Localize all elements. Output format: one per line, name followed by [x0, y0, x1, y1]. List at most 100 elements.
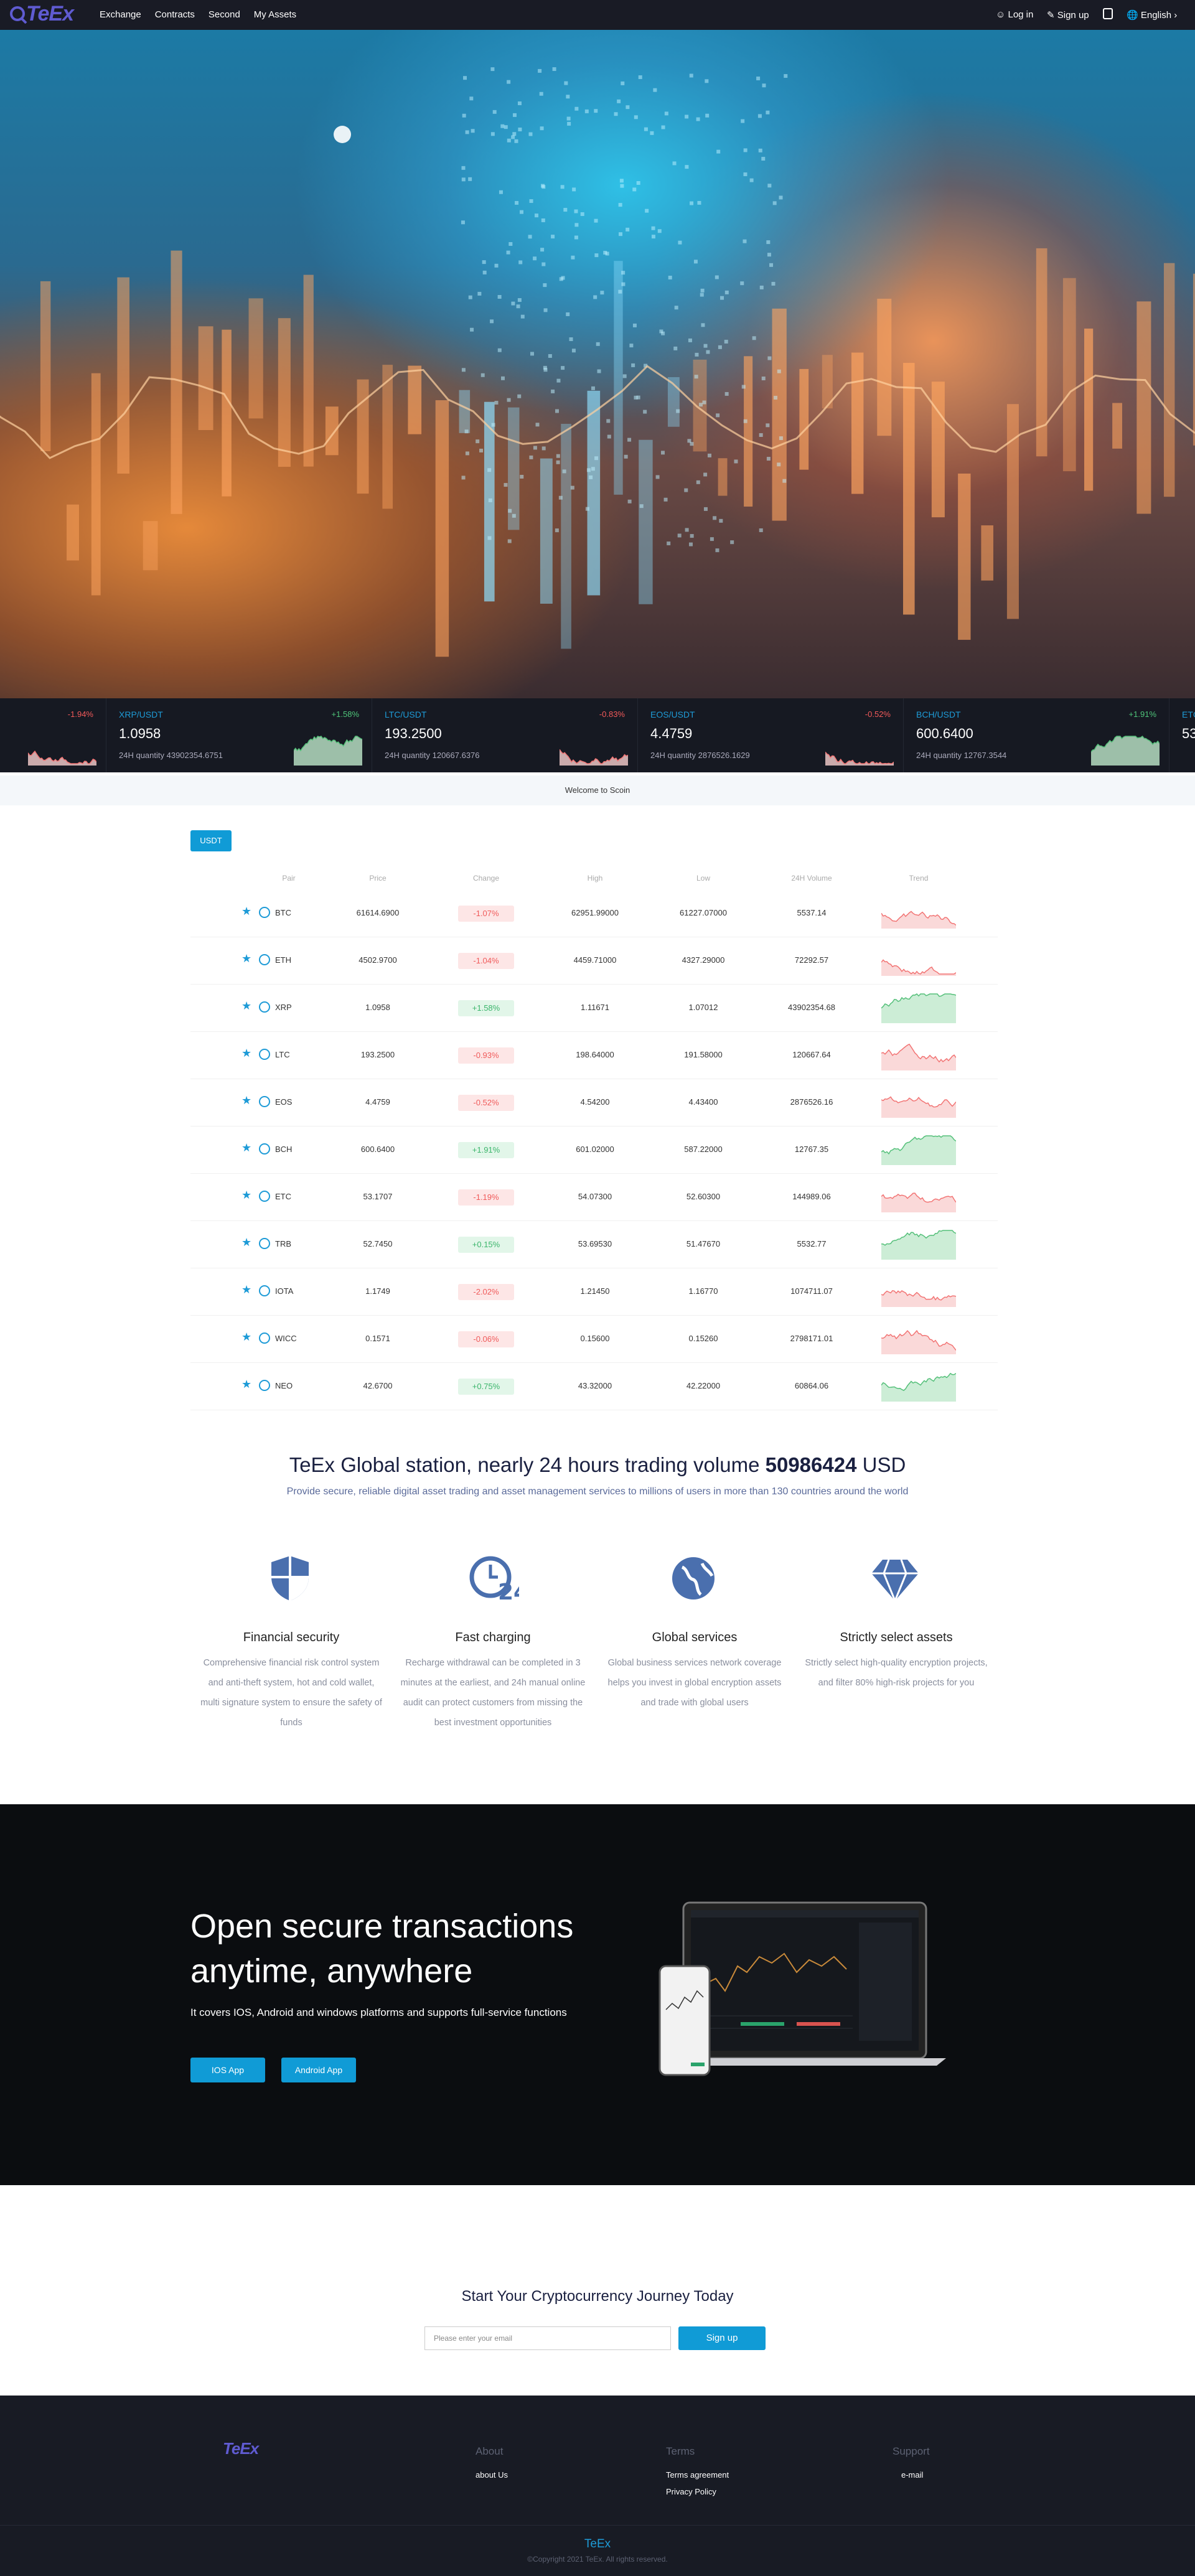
- table-row[interactable]: ★ XRP 1.0958 +1.58% 1.11671 1.07012 43902354.6…: [190, 985, 998, 1032]
- footer-link[interactable]: Terms agreement: [666, 2470, 729, 2480]
- login[interactable]: ☺ Log in: [996, 9, 1034, 20]
- hero-dot: [690, 201, 694, 205]
- hero-dot: [724, 339, 728, 344]
- ticker-item[interactable]: -1.94%: [0, 698, 106, 772]
- change-pill: -0.93%: [458, 1047, 514, 1064]
- favorite-star[interactable]: ★: [241, 1094, 252, 1107]
- signup-text[interactable]: Sign up: [1057, 10, 1089, 21]
- ticker-item[interactable]: LTC/USDT 193.2500 24H quantity 120667.6376…: [372, 698, 637, 772]
- hero-dot: [507, 539, 512, 543]
- favorite-star[interactable]: ★: [241, 1283, 252, 1296]
- ios-button[interactable]: IOS App: [190, 2058, 265, 2082]
- cell: 5537.14: [797, 908, 827, 917]
- hero-dot: [518, 260, 523, 265]
- cell: 2876526.16: [790, 1097, 833, 1107]
- hero-dot: [561, 366, 565, 370]
- logo-icon: [10, 6, 27, 24]
- footer-link[interactable]: e-mail: [901, 2470, 924, 2480]
- nav-link[interactable]: Second: [208, 9, 240, 20]
- table-row[interactable]: ★ ETC 53.1707 -1.19% 54.07300 52.60300 144989.…: [190, 1174, 998, 1221]
- hero-dot: [743, 172, 747, 177]
- sparkline: [881, 1290, 956, 1301]
- ticker-price: 193.2500: [385, 726, 442, 741]
- table-row[interactable]: ★ NEO 42.6700 +0.75% 43.32000 42.22000 60864.0…: [190, 1363, 998, 1410]
- table-row[interactable]: ★ TRB 52.7450 +0.15% 53.69530 51.47670 5532.77: [190, 1221, 998, 1268]
- hero-dot: [574, 223, 579, 227]
- email-input[interactable]: Please enter your email: [424, 2326, 671, 2350]
- ticker-item[interactable]: BCH/USDT 600.6400 24H quantity 12767.3544 +…: [903, 698, 1169, 772]
- footer-link[interactable]: Privacy Policy: [666, 2487, 716, 2496]
- hero-candle: [248, 298, 263, 419]
- footer-link[interactable]: about Us: [476, 2470, 508, 2480]
- coin-icon: [259, 1096, 270, 1107]
- hero-candle: [67, 504, 79, 561]
- signup[interactable]: ✎ Sign up: [1047, 10, 1089, 21]
- feature-icon: [672, 1557, 715, 1599]
- sparkline-area: [28, 751, 96, 766]
- favorite-star[interactable]: ★: [241, 1141, 252, 1154]
- language-text[interactable]: English: [1140, 10, 1172, 21]
- login-text[interactable]: Log in: [1008, 9, 1034, 20]
- favorite-star[interactable]: ★: [241, 1000, 252, 1012]
- table-row[interactable]: ★ LTC 193.2500 -0.93% 198.64000 191.58000 1206…: [190, 1032, 998, 1079]
- hero-dot: [622, 374, 627, 378]
- hero-dot: [690, 534, 694, 538]
- apps-text: It covers IOS, Android and windows platf…: [190, 2007, 567, 2018]
- cell: 0.15600: [580, 1334, 610, 1343]
- hero-candle: [540, 458, 553, 604]
- ticker-item[interactable]: EOS/USDT 4.4759 24H quantity 2876526.1629 -…: [637, 698, 903, 772]
- nav-link[interactable]: Contracts: [154, 9, 195, 20]
- hero-dot: [543, 365, 547, 370]
- hero-dot: [585, 507, 589, 511]
- trend-sparkline: [881, 1135, 956, 1165]
- hero-dot: [684, 488, 688, 492]
- table-row[interactable]: ★ ETH 4502.9700 -1.04% 4459.71000 4327.29000 7…: [190, 937, 998, 985]
- favorite-star[interactable]: ★: [241, 1236, 252, 1248]
- table-row[interactable]: ★ BCH 600.6400 +1.91% 601.02000 587.22000 1276…: [190, 1126, 998, 1174]
- hero-candle: [278, 318, 291, 467]
- favorite-star[interactable]: ★: [241, 1331, 252, 1343]
- table-row[interactable]: ★ EOS 4.4759 -0.52% 4.54200 4.43400 2876526.16: [190, 1079, 998, 1126]
- favorite-star[interactable]: ★: [241, 1047, 252, 1059]
- favorite-star[interactable]: ★: [241, 1189, 252, 1201]
- hero-dot: [694, 375, 698, 379]
- nav-link[interactable]: My Assets: [253, 9, 297, 20]
- cell: 600.6400: [360, 1145, 395, 1154]
- hero-dot: [636, 395, 640, 400]
- cell: 0.1571: [365, 1334, 390, 1343]
- nav-link[interactable]: Exchange: [100, 9, 141, 20]
- hero-dot: [538, 68, 542, 73]
- language[interactable]: 🌐 English ›: [1127, 10, 1178, 21]
- download-icon[interactable]: [1103, 8, 1113, 19]
- hero-dot: [685, 165, 689, 169]
- android-button[interactable]: Android App: [281, 2058, 356, 2082]
- table-row[interactable]: ★ IOTA 1.1749 -2.02% 1.21450 1.16770 1074711.0…: [190, 1268, 998, 1316]
- market-tab[interactable]: USDT: [190, 830, 232, 851]
- hero-dot: [761, 377, 766, 381]
- hero-dot: [710, 537, 714, 541]
- table-row[interactable]: ★ BTC 61614.6900 -1.07% 62951.99000 61227.070…: [190, 890, 998, 937]
- table-row[interactable]: ★ WICC 0.1571 -0.06% 0.15600 0.15260 2798171.0…: [190, 1316, 998, 1363]
- favorite-star[interactable]: ★: [241, 952, 252, 965]
- navbar: TeEx Exchange Contracts Second My Assets ☺ …: [0, 0, 1195, 30]
- hero-dot: [530, 352, 535, 356]
- ticker-item[interactable]: XRP/USDT 1.0958 24H quantity 43902354.6751…: [106, 698, 372, 772]
- hero-dot: [621, 282, 626, 286]
- ticker-item[interactable]: ETC/USDT 53.1707: [1169, 698, 1195, 772]
- trend-sparkline: [881, 1329, 956, 1354]
- hero-dot: [740, 281, 744, 286]
- trend-sparkline: [881, 1290, 956, 1307]
- cell: 1.16770: [688, 1286, 718, 1296]
- favorite-star[interactable]: ★: [241, 1378, 252, 1390]
- hero-dot: [591, 386, 595, 390]
- hero-dot: [766, 423, 770, 428]
- signup-button[interactable]: Sign up: [678, 2326, 766, 2350]
- hero-dot: [779, 436, 783, 441]
- ticker-pair: ETC/USDT: [1182, 710, 1195, 719]
- logo[interactable]: TeEx: [26, 2, 74, 26]
- favorite-star[interactable]: ★: [241, 905, 252, 917]
- hero-dot: [707, 453, 711, 457]
- pair: TRB: [275, 1239, 291, 1248]
- hero-dot: [657, 229, 662, 233]
- hero-candle: [667, 377, 680, 427]
